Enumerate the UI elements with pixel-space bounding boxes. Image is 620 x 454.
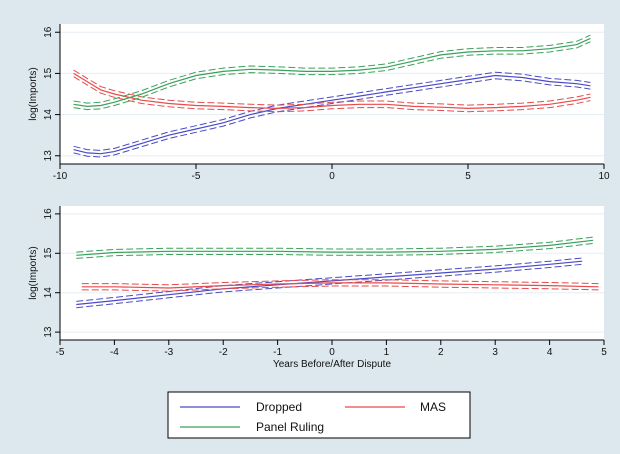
chart0-mas-lower-band [73, 76, 591, 113]
chart0-mas-line [73, 72, 591, 110]
chart0-series-mas [73, 69, 591, 113]
chart1-x-tick-label: 4 [547, 347, 553, 358]
chart0-y-tick-label: 13 [43, 150, 54, 162]
chart1-x-tick-label: -5 [56, 347, 65, 358]
chart0-y-axis-label: log(Imports) [28, 67, 39, 120]
chart1-series-mas [81, 279, 599, 292]
chart1-x-axis-label: Years Before/After Dispute [273, 359, 391, 370]
bottom-panel: -5 -4 -3 -2 -1 0 1 2 3 4 5 13 14 15 16 log(Imports) Year… [28, 206, 607, 370]
chart0-series-dropped [73, 71, 591, 158]
chart0-y-tick-label: 16 [43, 26, 54, 38]
chart1-x-tick-label: -3 [164, 347, 173, 358]
chart1-panel-ruling-upper-band [76, 236, 594, 253]
chart0-x-tick-label: -5 [192, 171, 201, 182]
chart1-x-tick-label: -1 [273, 347, 282, 358]
chart1-panel-ruling-line [76, 239, 594, 256]
chart1-series-panel-ruling [76, 236, 594, 259]
chart0-dropped-lower-band [73, 78, 591, 158]
chart1-x-tick-label: 5 [601, 347, 607, 358]
chart1-dropped-lower-band [76, 263, 583, 309]
chart0-y-tick-label: 15 [43, 67, 54, 79]
legend: Dropped MAS Panel Ruling [167, 391, 471, 439]
chart0-y-tick-label: 14 [43, 109, 54, 121]
chart1-x-tick-label: -4 [110, 347, 119, 358]
chart1-x-tick-label: -2 [219, 347, 228, 358]
chart1-y-tick-label: 14 [43, 287, 54, 299]
chart0-panel-ruling-line [73, 37, 591, 108]
chart0-x-tick-label: 10 [598, 171, 610, 182]
chart1-panel-ruling-lower-band [76, 242, 594, 259]
chart0-panel-ruling-upper-band [73, 34, 591, 104]
chart1-mas-line [81, 282, 599, 289]
legend-label-panel-ruling: Panel Ruling [256, 420, 324, 434]
chart1-mas-lower-band [81, 285, 599, 292]
chart0-dropped-upper-band [73, 71, 591, 151]
chart1-y-tick-label: 15 [43, 247, 54, 259]
chart1-dropped-upper-band [76, 257, 583, 302]
chart1-dropped-line [76, 260, 583, 306]
chart1-y-axis-label: log(Imports) [28, 246, 39, 299]
chart1-series-dropped [76, 257, 583, 309]
chart0-panel-ruling-lower-band [73, 41, 591, 111]
chart1-y-tick-label: 16 [43, 208, 54, 220]
chart1-mas-upper-band [81, 279, 599, 286]
chart0-series-panel-ruling [73, 34, 591, 111]
chart0-x-tick-label: 5 [465, 171, 471, 182]
legend-box [167, 391, 471, 439]
chart1-x-tick-label: 2 [438, 347, 444, 358]
chart0-x-tick-label: 0 [329, 171, 335, 182]
chart1-y-tick-label: 13 [43, 326, 54, 338]
chart1-x-tick-label: 0 [329, 347, 335, 358]
chart0-x-tick-label: -10 [53, 171, 68, 182]
chart1-plot-area [60, 206, 604, 340]
top-panel: -10 -5 0 5 10 13 14 15 16 log(Imports) [28, 24, 610, 182]
chart1-x-tick-label: 1 [384, 347, 390, 358]
legend-label-dropped: Dropped [256, 400, 302, 414]
chart1-x-tick-label: 3 [492, 347, 498, 358]
chart0-dropped-line [73, 74, 591, 155]
legend-label-mas: MAS [420, 400, 446, 414]
chart0-mas-upper-band [73, 69, 591, 106]
